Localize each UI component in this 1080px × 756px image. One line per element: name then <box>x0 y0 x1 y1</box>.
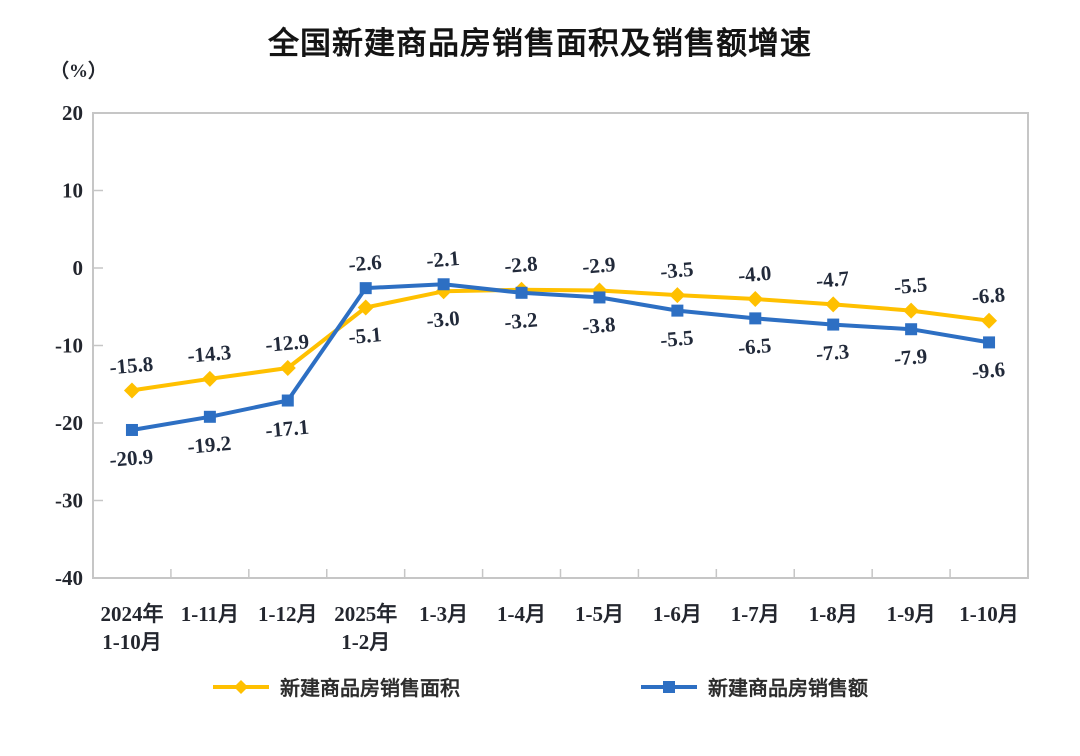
plot-border <box>92 112 1029 579</box>
data-point-marker <box>203 410 216 423</box>
data-label: -15.8 <box>109 352 155 380</box>
data-label: -4.7 <box>815 266 850 293</box>
legend-line-square-icon <box>641 680 697 693</box>
data-label: -2.9 <box>581 252 616 279</box>
data-label: -4.0 <box>737 261 772 288</box>
x-axis-tick-label: 1-2月 <box>341 630 390 654</box>
data-label: -14.3 <box>186 340 232 368</box>
data-point-marker <box>515 286 528 299</box>
data-point-marker <box>905 323 918 336</box>
data-label: -3.2 <box>503 307 538 334</box>
x-axis-tick-label: 1-10月 <box>102 630 162 654</box>
series-line-1 <box>130 282 991 432</box>
legend-label-sales-area: 新建商品房销售面积 <box>280 678 460 700</box>
data-label: -9.6 <box>971 357 1006 384</box>
legend-line-diamond-icon <box>213 679 269 694</box>
y-axis-tick-label: 20 <box>62 101 83 125</box>
y-axis-tick-label: -20 <box>55 411 83 435</box>
y-axis-tick-label: 0 <box>73 256 84 280</box>
data-point-marker <box>279 359 296 376</box>
y-axis-tick-label: -30 <box>55 489 83 513</box>
growth-line-chart: 20 10 0 -10 -20 -30 -40 2024年 1-10月 1-11月 1-12月 202… <box>55 101 1029 654</box>
x-axis-tick-label: 1-12月 <box>258 602 318 626</box>
data-label: -2.1 <box>425 246 460 273</box>
data-label: -3.8 <box>581 312 616 339</box>
legend-item-sales-amount: 新建商品房销售额 <box>640 672 868 701</box>
x-axis-tick-label: 1-6月 <box>653 602 702 626</box>
data-point-marker <box>437 278 450 291</box>
chart-title: 全国新建商品房销售面积及销售额增速 <box>268 26 812 61</box>
x-axis-tick-label: 1-4月 <box>497 602 546 626</box>
data-label: -20.9 <box>109 444 155 472</box>
data-label: -3.0 <box>425 306 460 333</box>
chart-legend: 新建商品房销售面积 新建商品房销售额 <box>0 672 1080 701</box>
data-point-marker <box>825 296 842 313</box>
legend-item-sales-area: 新建商品房销售面积 <box>212 672 460 701</box>
x-axis-tick-label: 2024年 <box>100 602 163 626</box>
data-point-marker <box>671 304 684 317</box>
data-label: -19.2 <box>186 431 232 459</box>
data-point-marker <box>359 282 372 295</box>
data-label: -2.6 <box>347 250 382 277</box>
data-label: -5.5 <box>659 325 694 352</box>
x-axis-tick-label: 1-5月 <box>575 602 624 626</box>
data-label: -7.3 <box>815 339 850 366</box>
y-axis-tick-label: -40 <box>55 566 83 590</box>
data-label: -5.5 <box>893 272 928 299</box>
data-label: -6.8 <box>971 282 1006 309</box>
x-axis-tick-label: 1-7月 <box>731 602 780 626</box>
data-point-marker <box>669 287 686 304</box>
y-axis-tick-label: -10 <box>55 334 83 358</box>
data-label: -12.9 <box>264 329 310 357</box>
data-point-marker <box>981 312 998 329</box>
data-label: -2.8 <box>503 251 538 278</box>
y-axis-tick-label: 10 <box>62 179 83 203</box>
legend-label-sales-amount: 新建商品房销售额 <box>708 678 868 700</box>
data-label: -6.5 <box>737 333 772 360</box>
data-point-marker <box>125 423 138 436</box>
data-point-marker <box>903 302 920 319</box>
data-point-marker <box>983 336 996 349</box>
series-line-0 <box>130 287 991 393</box>
data-point-marker <box>123 382 140 399</box>
data-point-marker <box>201 370 218 387</box>
y-axis-unit-label: （%） <box>50 61 108 82</box>
data-point-marker <box>749 312 762 325</box>
x-axis-tick-label: 2025年 <box>334 602 397 626</box>
data-label: -7.9 <box>893 344 928 371</box>
data-point-marker <box>593 291 606 304</box>
data-point-marker <box>357 299 374 316</box>
x-axis-tick-label: 1-11月 <box>181 602 239 626</box>
data-label: -17.1 <box>264 415 310 443</box>
data-point-marker <box>827 318 840 331</box>
x-axis-tick-label: 1-3月 <box>419 602 468 626</box>
data-label: -3.5 <box>659 257 694 284</box>
data-point-marker <box>281 394 294 407</box>
x-axis-tick-label: 1-8月 <box>809 602 858 626</box>
x-axis-tick-label: 1-10月 <box>959 602 1019 626</box>
data-label: -5.1 <box>347 322 382 349</box>
x-axis-tick-label: 1-9月 <box>887 602 936 626</box>
data-point-marker <box>747 291 764 307</box>
